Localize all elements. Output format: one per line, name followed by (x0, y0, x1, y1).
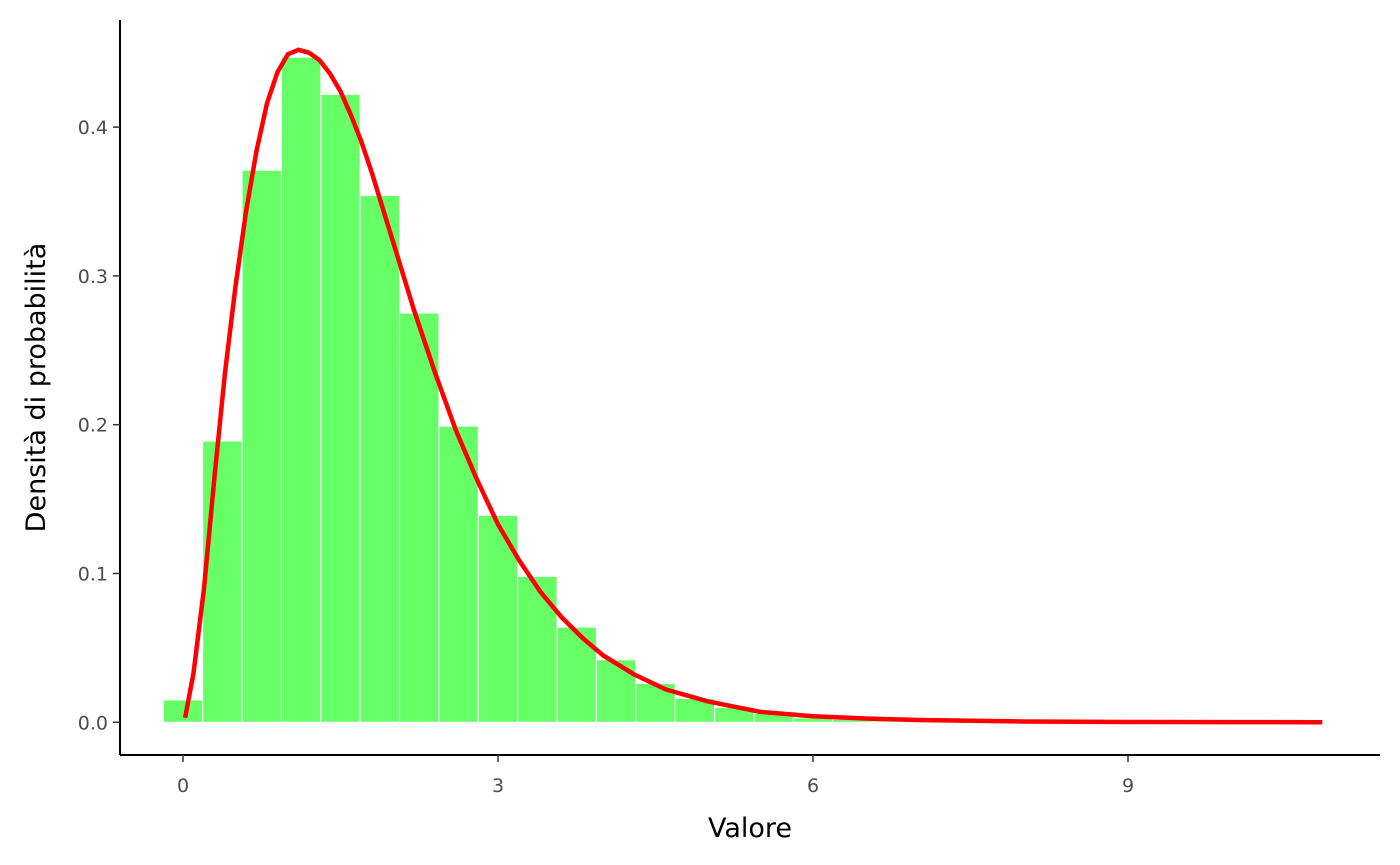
histogram-bar-10 (556, 626, 597, 723)
histogram-bar-5 (359, 195, 401, 723)
histogram-bar-3 (280, 56, 322, 723)
histogram-bar-2 (241, 169, 282, 723)
density-curve (182, 47, 1323, 725)
histogram-bar-4 (320, 93, 361, 723)
x-tick-label: 3 (492, 775, 504, 797)
histogram-bar-6 (399, 312, 440, 723)
y-tick-label: 0.1 (78, 563, 108, 585)
histogram-bar-7 (438, 425, 479, 723)
axes (119, 20, 1380, 756)
y-tick-label: 0.3 (78, 266, 108, 288)
y-tick-label: 0.2 (78, 415, 108, 437)
density-curve-layer (182, 47, 1323, 725)
x-tick-label: 0 (177, 775, 189, 797)
histogram-bar-0 (162, 699, 204, 723)
x-axis-ticks: 0 3 6 9 (177, 755, 1134, 797)
y-tick-label: 0.0 (78, 712, 108, 734)
histogram-bar-9 (517, 575, 558, 723)
x-axis-title: Valore (708, 813, 792, 844)
y-axis-ticks: 0.0 0.1 0.2 0.3 0.4 (78, 117, 120, 734)
y-axis-title: Densità di probabilità (21, 243, 52, 533)
histogram-bars (162, 56, 1149, 723)
x-tick-label: 6 (807, 775, 819, 797)
histogram-bar-1 (202, 440, 243, 723)
x-tick-label: 9 (1122, 775, 1134, 797)
histogram-bar-11 (595, 659, 637, 723)
y-tick-label: 0.4 (78, 117, 108, 139)
